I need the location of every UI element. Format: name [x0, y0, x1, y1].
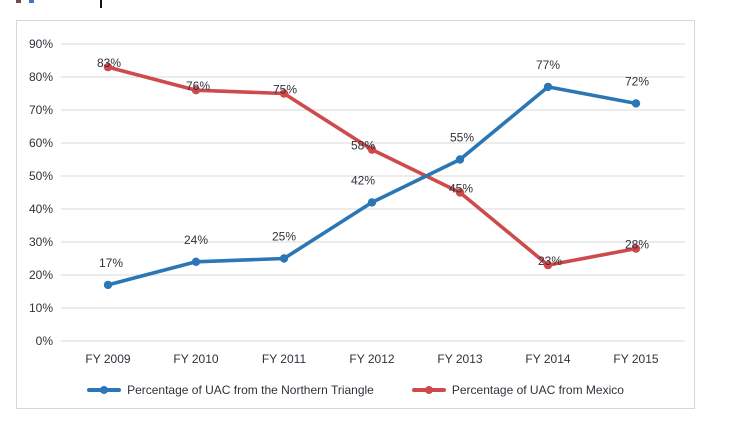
blue-line-marker-icon [87, 386, 122, 394]
data-label: 75% [273, 83, 297, 97]
data-label: 58% [351, 139, 375, 153]
data-point [279, 254, 289, 263]
data-point [631, 244, 641, 253]
legend-marker-dot [424, 386, 433, 394]
y-tick-label: 50% [29, 169, 53, 183]
x-tick-label: FY 2015 [613, 352, 658, 366]
chart-legend: Percentage of UAC from the Northern Tria… [17, 383, 694, 397]
data-point [367, 198, 377, 207]
y-tick-label: 90% [29, 37, 53, 51]
data-label: 42% [351, 173, 375, 187]
data-point [191, 257, 201, 266]
x-tick-label: FY 2013 [437, 352, 482, 366]
legend-label: Percentage of UAC from Mexico [451, 383, 624, 397]
legend-item-mexico: Percentage of UAC from Mexico [411, 383, 624, 397]
data-label: 45% [449, 182, 473, 196]
y-tick-label: 80% [29, 70, 53, 84]
legend-item-northern-triangle: Percentage of UAC from the Northern Tria… [87, 383, 374, 397]
y-tick-label: 40% [29, 202, 53, 216]
text-cursor-artifact [100, 0, 102, 8]
data-point [103, 62, 113, 72]
x-tick-label: FY 2011 [262, 352, 307, 366]
data-point [543, 82, 553, 92]
data-label: 28% [625, 238, 649, 252]
data-label: 55% [450, 131, 474, 145]
data-label: 76% [186, 79, 210, 93]
y-tick-label: 0% [36, 334, 54, 348]
data-label: 25% [272, 230, 296, 244]
cropped-text-artifact [29, 0, 34, 3]
data-point [631, 99, 641, 108]
line-chart: 0% 10% 20% 30% 40% 50% 60% 70% 80% 90% FY 2009 FY 2… [29, 37, 685, 366]
data-point [455, 155, 465, 164]
data-label: 23% [538, 254, 562, 268]
data-point [367, 145, 377, 154]
y-tick-label: 70% [29, 103, 53, 117]
x-tick-label: FY 2014 [525, 352, 570, 366]
x-tick-label: FY 2012 [349, 352, 394, 366]
y-tick-label: 30% [29, 235, 53, 249]
x-tick-label: FY 2009 [85, 352, 130, 366]
data-point [103, 280, 113, 290]
chart-panel: 0% 10% 20% 30% 40% 50% 60% 70% 80% 90% FY 2009 FY 2… [16, 20, 695, 409]
data-point [455, 188, 465, 197]
red-line-marker-icon [411, 386, 446, 394]
data-label: 72% [625, 74, 649, 88]
data-label: 24% [184, 233, 208, 247]
y-tick-label: 20% [29, 268, 53, 282]
cropped-text-artifact [16, 0, 21, 3]
data-point [191, 86, 201, 95]
data-point [279, 89, 289, 98]
data-label: 83% [97, 56, 121, 70]
y-tick-label: 60% [29, 136, 53, 150]
data-point [543, 260, 553, 270]
data-label: 17% [99, 256, 123, 270]
legend-marker-dot [100, 386, 109, 394]
legend-label: Percentage of UAC from the Northern Tria… [127, 383, 374, 397]
data-label: 77% [536, 58, 560, 72]
x-tick-label: FY 2010 [173, 352, 218, 366]
y-tick-label: 10% [29, 301, 53, 315]
